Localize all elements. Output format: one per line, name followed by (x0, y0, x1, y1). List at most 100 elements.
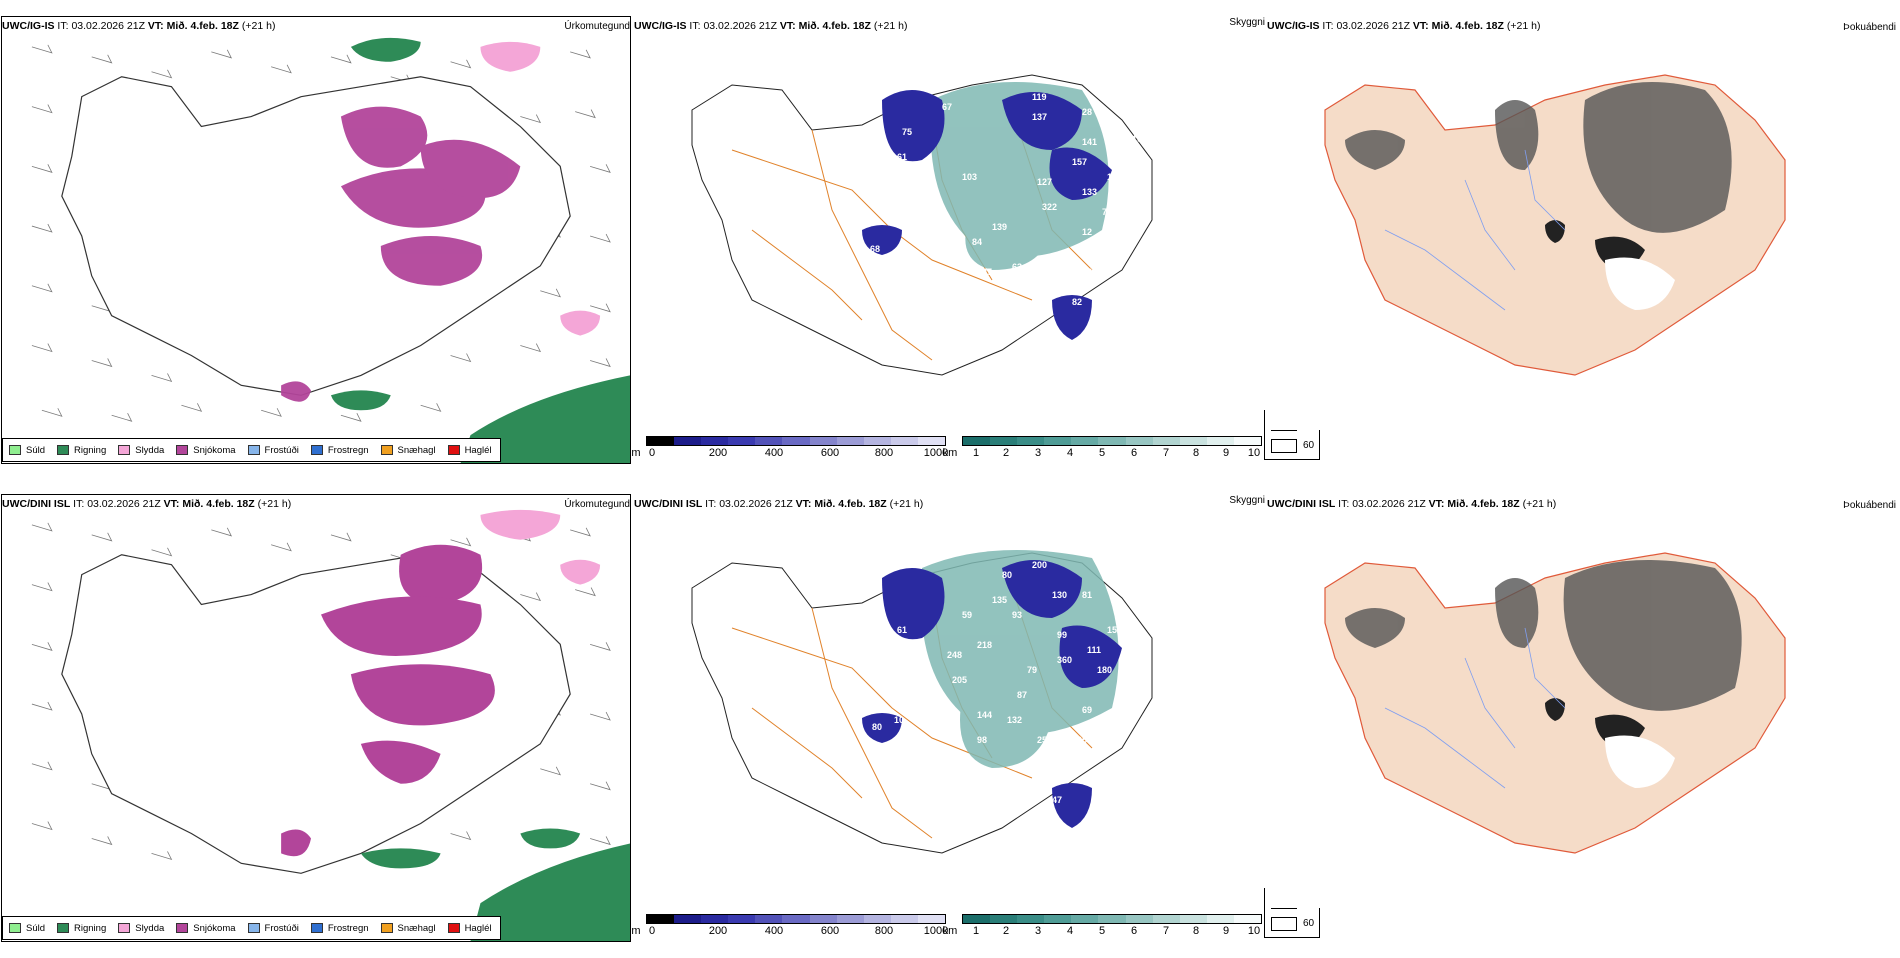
model-row-dini: UWC/DINI ISL IT: 03.02.2026 21Z VT: Mið.… (0, 478, 1900, 958)
swatch (118, 923, 131, 933)
tick-label: 9 (1222, 925, 1230, 937)
station-value: 75 (902, 127, 912, 137)
legend-item-rain: Rigning (57, 445, 106, 456)
station-value: 47 (1052, 795, 1062, 805)
tick-label: 600 (820, 447, 840, 459)
visibility-unit: km (942, 447, 958, 459)
tick-label: 9 (1222, 447, 1230, 459)
tick-label: 400 (764, 925, 784, 937)
swatch (310, 445, 323, 455)
legend-item-drizzle: Súld (9, 445, 45, 456)
station-value: 61 (897, 152, 907, 162)
station-value: 141 (1082, 137, 1097, 147)
tick-label: 7 (1162, 925, 1170, 937)
legend-label: Rigning (74, 444, 107, 456)
precip-legend: Súld Rigning Slydda Snjókoma Frostúði Fr… (2, 438, 501, 462)
tick-label: 400 (764, 447, 784, 459)
precip-type-map[interactable] (1, 16, 631, 464)
precip-legend: Súld Rigning Slydda Snjókoma Frostúði Fr… (2, 916, 501, 940)
panel-header: UWC/IG-IS IT: 03.02.2026 21Z VT: Mið. 4.… (634, 20, 908, 32)
fog-map[interactable] (1265, 508, 1900, 908)
visibility-colorbar-gradient (962, 436, 1262, 446)
legend-item-drizzle: Súld (9, 923, 45, 934)
rivers (1384, 149, 1566, 311)
station-value: 144 (977, 710, 992, 720)
station-value: 248 (947, 650, 962, 660)
visibility-map[interactable]: 67 119 137 28 75 61 66 103 127 157 152 1… (632, 30, 1265, 430)
tick-label: 1 (972, 925, 980, 937)
station-value: 37 (1052, 337, 1062, 347)
station-value: 67 (942, 102, 952, 112)
tick-label: 6 (1130, 447, 1138, 459)
elevation-colorbar: m 0 200 400 600 800 1000 (631, 914, 949, 940)
visibility-colorbar: km 1 2 3 4 5 6 7 8 9 10 (943, 436, 1262, 462)
tick-label: 2 (1002, 447, 1010, 459)
panel-header: UWC/DINI ISL IT: 03.02.2026 21Z VT: Mið.… (2, 498, 292, 510)
legend-item-hail: Haglél (447, 923, 492, 934)
legend-label: Súld (26, 444, 46, 456)
snow-areas (281, 544, 495, 857)
tick-label: 200 (708, 925, 728, 937)
legend-label: Haglél (464, 444, 492, 456)
station-value: 225 (932, 232, 947, 242)
fog-shading (1345, 560, 1742, 711)
station-value: 79 (1027, 665, 1037, 675)
station-value: 292 (1037, 262, 1052, 272)
tick-label: 0 (648, 447, 656, 459)
legend-label: Slydda (135, 444, 165, 456)
rain-areas (330, 37, 630, 463)
tick-label: 8 (1192, 925, 1200, 937)
swatch (247, 923, 260, 933)
tick-label: 800 (874, 925, 894, 937)
fog-swatch-60 (1271, 439, 1297, 453)
tick-label: 8 (1192, 447, 1200, 459)
tick-label: 1000 (923, 925, 949, 937)
station-value: 13 (930, 865, 940, 875)
swatch (310, 923, 323, 933)
fog-panel: UWC/IG-IS IT: 03.02.2026 21Z VT: Mið. 4.… (1265, 0, 1900, 470)
panel-title: Þokuábendi (1843, 500, 1896, 511)
rain-areas (360, 828, 630, 941)
legend-item-snow: Snjókoma (176, 922, 236, 934)
precip-type-map[interactable] (1, 494, 631, 942)
visibility-map[interactable]: 80 200 130 81 93 135 59 61 87 248 218 20… (632, 508, 1265, 908)
station-value: 68 (870, 244, 880, 254)
legend-label: Frostúði (264, 922, 299, 934)
station-value: 127 (1037, 177, 1052, 187)
legend-label: Súld (26, 922, 46, 934)
station-value: 10 (894, 715, 904, 725)
legend-label: Slydda (135, 922, 165, 934)
panel-header: UWC/DINI ISL IT: 03.02.2026 21Z VT: Mið.… (634, 498, 924, 510)
station-value: 98 (977, 735, 987, 745)
station-value: 87 (1017, 690, 1027, 700)
station-value: 63 (1012, 262, 1022, 272)
station-value: 75 (1102, 207, 1112, 217)
station-value: 28 (1082, 107, 1092, 117)
panel-title: Úrkomutegund (564, 499, 630, 510)
station-value: 152 (1107, 625, 1122, 635)
tick-label: 200 (708, 447, 728, 459)
visibility-colorbar: km 1 2 3 4 5 6 7 8 9 10 (943, 914, 1262, 940)
tick-label: 5 (1098, 925, 1106, 937)
swatch (57, 445, 70, 455)
station-value: 259 (1037, 735, 1052, 745)
station-value: 360 (1057, 655, 1072, 665)
station-value: 218 (977, 640, 992, 650)
tick-label: 800 (874, 447, 894, 459)
station-value: 200 (1032, 560, 1047, 570)
tick-label: 10 (1247, 447, 1261, 459)
legend-label: Snjókoma (193, 922, 236, 934)
swatch (118, 445, 131, 455)
swatch (9, 445, 21, 455)
fog-map[interactable] (1265, 30, 1900, 430)
station-value: 80 (872, 722, 882, 732)
visibility-ticks: km 1 2 3 4 5 6 7 8 9 10 (943, 446, 1262, 460)
panel-title: Skyggni (1229, 17, 1265, 28)
tick-label: 4 (1066, 925, 1074, 937)
swatch (447, 923, 460, 933)
swatch (9, 923, 21, 933)
legend-label: Snæhagl (397, 444, 436, 456)
elevation-unit: m (631, 447, 641, 459)
tick-label: 1000 (923, 447, 949, 459)
swatch (247, 445, 260, 455)
